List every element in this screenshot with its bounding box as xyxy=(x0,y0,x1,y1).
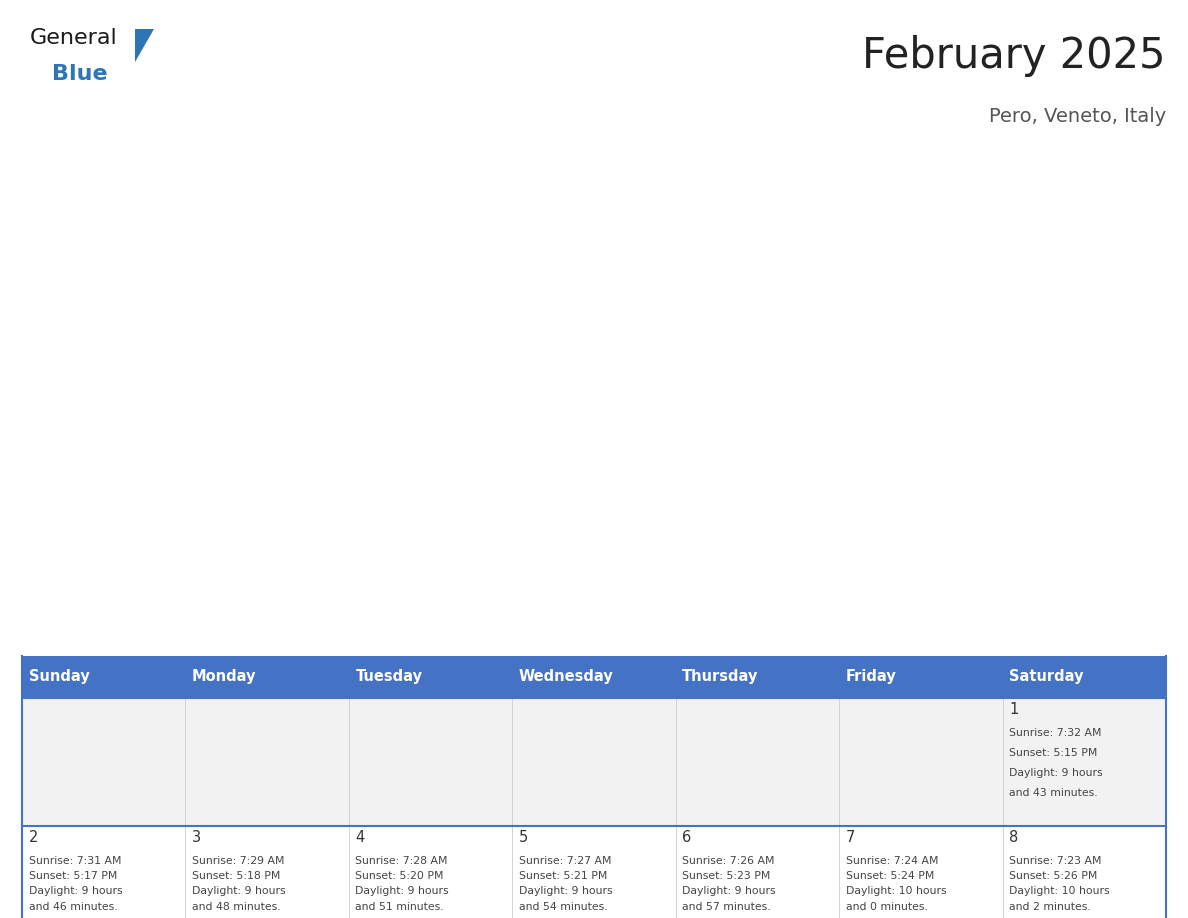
Polygon shape xyxy=(23,826,185,918)
Text: Sunset: 5:21 PM: Sunset: 5:21 PM xyxy=(519,871,607,881)
Polygon shape xyxy=(676,698,839,826)
Text: Daylight: 9 hours: Daylight: 9 hours xyxy=(682,887,776,896)
Text: Sunset: 5:26 PM: Sunset: 5:26 PM xyxy=(1009,871,1098,881)
Polygon shape xyxy=(1003,826,1165,918)
Text: Daylight: 10 hours: Daylight: 10 hours xyxy=(1009,887,1110,896)
Text: 3: 3 xyxy=(192,830,201,845)
Text: Daylight: 9 hours: Daylight: 9 hours xyxy=(519,887,613,896)
Text: Sunrise: 7:28 AM: Sunrise: 7:28 AM xyxy=(355,856,448,866)
Polygon shape xyxy=(185,698,349,826)
Text: Sunrise: 7:26 AM: Sunrise: 7:26 AM xyxy=(682,856,775,866)
Text: Sunrise: 7:23 AM: Sunrise: 7:23 AM xyxy=(1009,856,1101,866)
Text: and 0 minutes.: and 0 minutes. xyxy=(846,901,928,912)
Polygon shape xyxy=(23,656,1165,698)
Text: Sunday: Sunday xyxy=(29,669,89,685)
Polygon shape xyxy=(676,826,839,918)
Text: and 48 minutes.: and 48 minutes. xyxy=(192,901,280,912)
Text: 4: 4 xyxy=(355,830,365,845)
Text: Sunset: 5:15 PM: Sunset: 5:15 PM xyxy=(1009,748,1098,758)
Text: Pero, Veneto, Italy: Pero, Veneto, Italy xyxy=(988,107,1165,126)
Text: Friday: Friday xyxy=(846,669,897,685)
Text: Sunset: 5:20 PM: Sunset: 5:20 PM xyxy=(355,871,444,881)
Text: and 43 minutes.: and 43 minutes. xyxy=(1009,788,1098,798)
Polygon shape xyxy=(349,826,512,918)
Text: Daylight: 9 hours: Daylight: 9 hours xyxy=(192,887,285,896)
Text: and 51 minutes.: and 51 minutes. xyxy=(355,901,444,912)
Text: Wednesday: Wednesday xyxy=(519,669,613,685)
Text: Sunrise: 7:27 AM: Sunrise: 7:27 AM xyxy=(519,856,612,866)
Text: 8: 8 xyxy=(1009,830,1018,845)
Polygon shape xyxy=(23,698,185,826)
Text: and 57 minutes.: and 57 minutes. xyxy=(682,901,771,912)
Text: 5: 5 xyxy=(519,830,529,845)
Text: Blue: Blue xyxy=(52,64,108,84)
Polygon shape xyxy=(135,29,154,62)
Text: February 2025: February 2025 xyxy=(862,35,1165,77)
Polygon shape xyxy=(1003,698,1165,826)
Polygon shape xyxy=(185,826,349,918)
Text: Sunrise: 7:31 AM: Sunrise: 7:31 AM xyxy=(29,856,121,866)
Text: and 46 minutes.: and 46 minutes. xyxy=(29,901,118,912)
Text: 1: 1 xyxy=(1009,702,1018,717)
Text: Thursday: Thursday xyxy=(682,669,759,685)
Text: Daylight: 9 hours: Daylight: 9 hours xyxy=(1009,767,1102,778)
Text: 7: 7 xyxy=(846,830,855,845)
Text: Sunset: 5:24 PM: Sunset: 5:24 PM xyxy=(846,871,934,881)
Text: 2: 2 xyxy=(29,830,38,845)
Text: Sunrise: 7:24 AM: Sunrise: 7:24 AM xyxy=(846,856,939,866)
Polygon shape xyxy=(349,698,512,826)
Text: and 54 minutes.: and 54 minutes. xyxy=(519,901,607,912)
Text: Saturday: Saturday xyxy=(1009,669,1083,685)
Text: Daylight: 10 hours: Daylight: 10 hours xyxy=(846,887,947,896)
Polygon shape xyxy=(839,826,1003,918)
Text: Tuesday: Tuesday xyxy=(355,669,423,685)
Text: Sunrise: 7:32 AM: Sunrise: 7:32 AM xyxy=(1009,728,1101,738)
Polygon shape xyxy=(512,826,676,918)
Text: Monday: Monday xyxy=(192,669,257,685)
Polygon shape xyxy=(512,698,676,826)
Text: Sunrise: 7:29 AM: Sunrise: 7:29 AM xyxy=(192,856,284,866)
Text: 6: 6 xyxy=(682,830,691,845)
Polygon shape xyxy=(839,698,1003,826)
Text: and 2 minutes.: and 2 minutes. xyxy=(1009,901,1091,912)
Text: Daylight: 9 hours: Daylight: 9 hours xyxy=(29,887,122,896)
Text: General: General xyxy=(30,28,118,48)
Text: Sunset: 5:17 PM: Sunset: 5:17 PM xyxy=(29,871,116,881)
Text: Daylight: 9 hours: Daylight: 9 hours xyxy=(355,887,449,896)
Text: Sunset: 5:23 PM: Sunset: 5:23 PM xyxy=(682,871,771,881)
Text: Sunset: 5:18 PM: Sunset: 5:18 PM xyxy=(192,871,280,881)
